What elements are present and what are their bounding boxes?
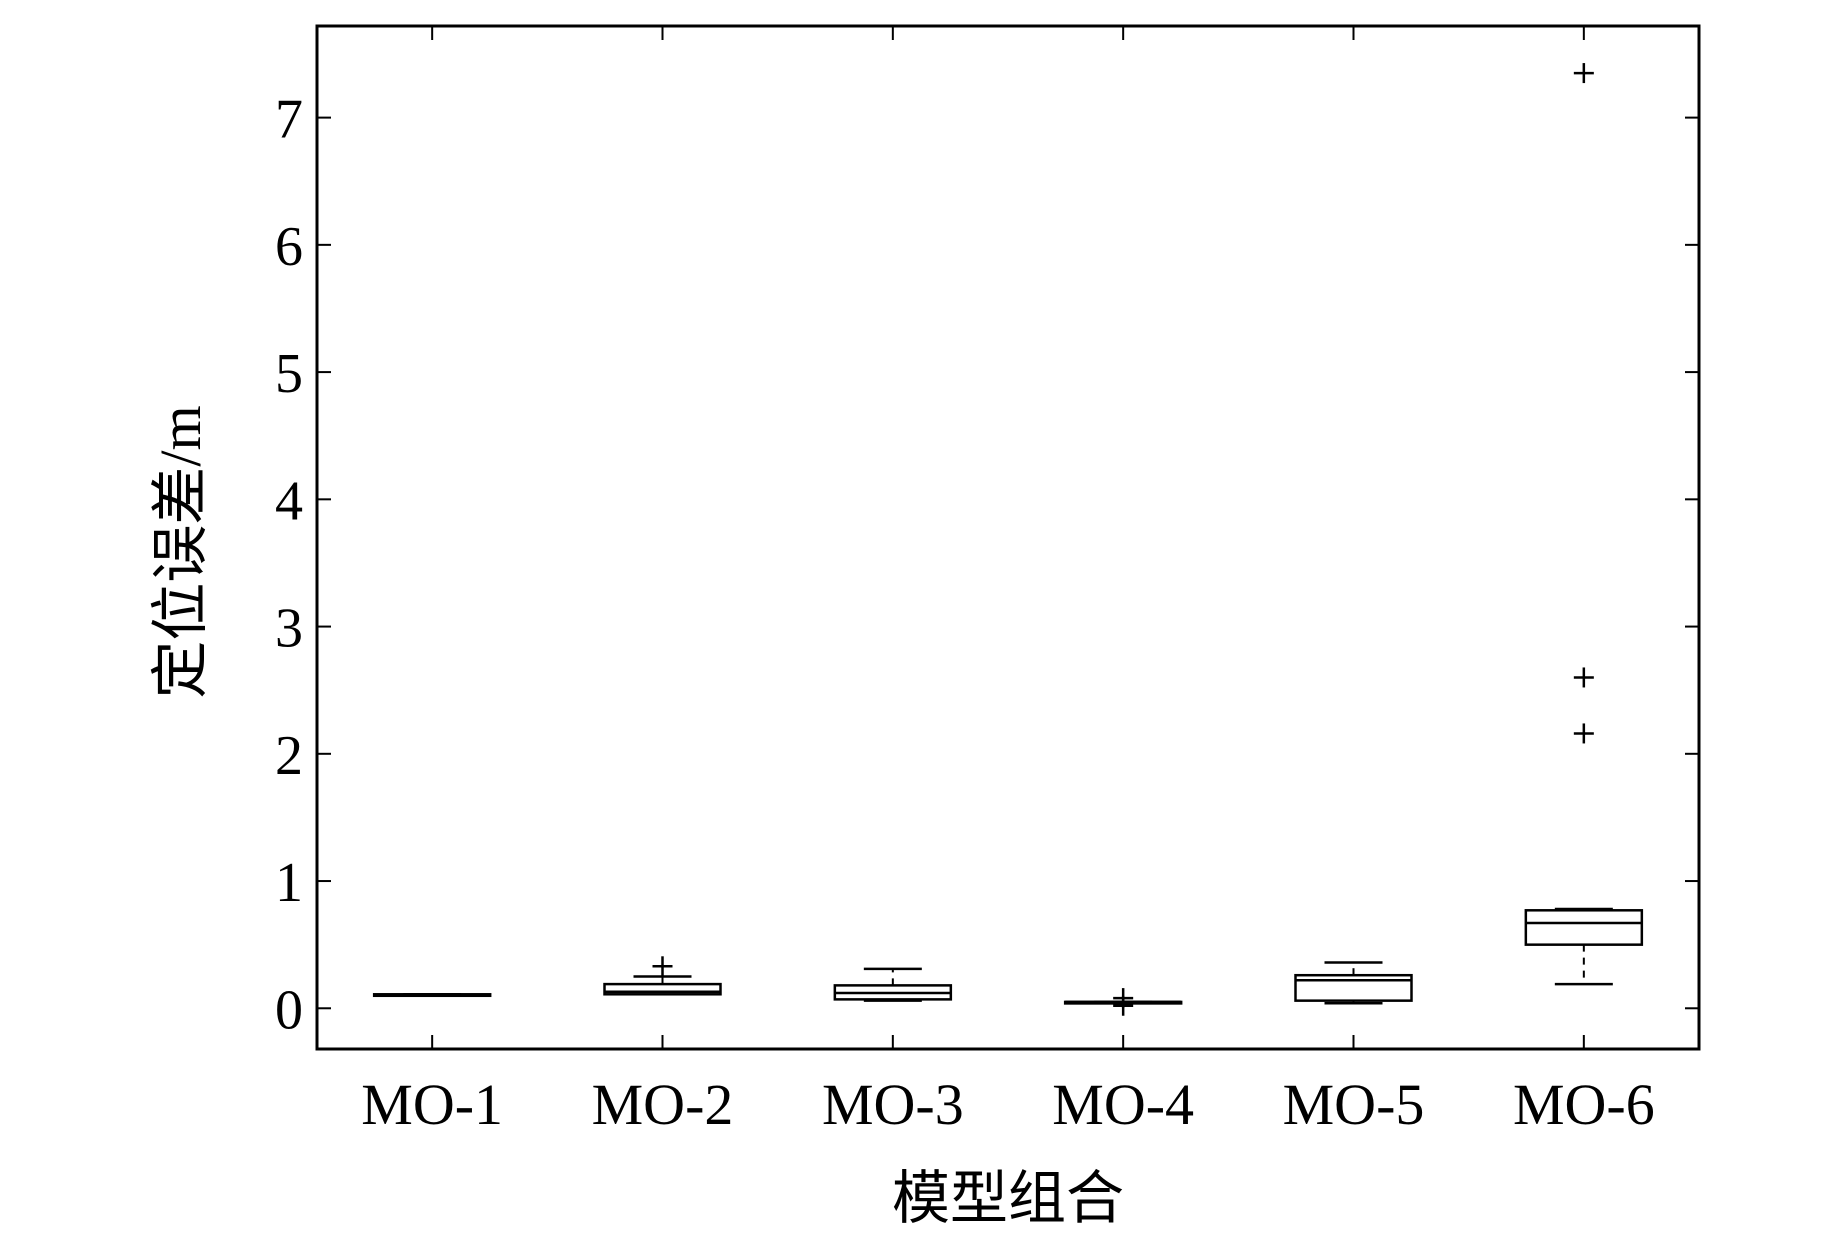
y-tick-label: 3 <box>275 598 303 660</box>
box-mo-4 <box>1063 988 1183 1016</box>
box-mo-1 <box>372 993 492 998</box>
outlier-marker <box>1573 667 1594 688</box>
x-tick-label: MO-6 <box>1513 1072 1655 1137</box>
box-mo-2 <box>603 956 722 996</box>
box-mo-3 <box>833 967 953 1002</box>
y-axis-ticks: 0 1 2 3 4 5 6 7 <box>275 89 1699 1041</box>
y-tick-label: 7 <box>275 89 303 151</box>
box-mo-6 <box>1524 63 1644 986</box>
box-series <box>372 63 1644 1016</box>
plot-frame <box>315 24 1701 1051</box>
y-tick-label: 4 <box>275 470 303 532</box>
x-axis-ticks: MO-1 MO-2 MO-3 MO-4 MO-5 MO-6 <box>361 26 1655 1137</box>
y-tick-label: 6 <box>275 216 303 278</box>
x-tick-label: MO-5 <box>1283 1072 1425 1137</box>
y-tick-label: 1 <box>275 852 303 914</box>
x-axis-title: 模型组合 <box>892 1164 1124 1228</box>
y-tick-label: 0 <box>275 979 303 1041</box>
outlier-marker <box>1573 723 1594 744</box>
box-iqr <box>1294 973 1413 1002</box>
x-tick-label: MO-1 <box>361 1072 503 1137</box>
box-iqr <box>1524 909 1644 946</box>
x-tick-label: MO-2 <box>592 1072 734 1137</box>
y-tick-label: 5 <box>275 343 303 405</box>
box-iqr <box>603 982 722 996</box>
outlier-marker <box>1113 995 1134 1016</box>
y-tick-label: 2 <box>275 725 303 787</box>
outlier-marker <box>652 956 673 977</box>
box-mo-5 <box>1294 961 1413 1005</box>
outlier-marker <box>1573 63 1594 84</box>
y-axis-title: 定位误差/m <box>148 405 213 698</box>
x-tick-label: MO-3 <box>822 1072 964 1137</box>
x-tick-label: MO-4 <box>1052 1072 1194 1137</box>
